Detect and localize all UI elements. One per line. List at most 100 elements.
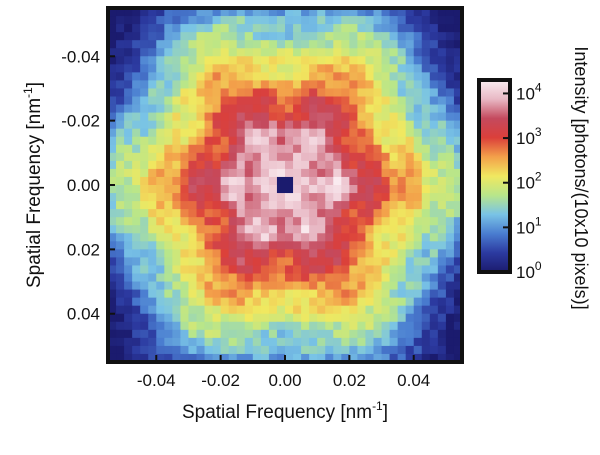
heatmap-cell: [349, 321, 359, 331]
heatmap-cell: [389, 345, 399, 355]
heatmap-cell: [212, 128, 222, 138]
heatmap-cell: [349, 176, 359, 186]
heatmap-cell: [156, 233, 165, 242]
heatmap-cell: [268, 321, 278, 331]
heatmap-cell: [357, 72, 367, 82]
heatmap-cell: [180, 297, 190, 307]
heatmap-cell: [309, 72, 318, 82]
heatmap-cell: [325, 32, 334, 41]
heatmap-cell: [164, 337, 173, 347]
heatmap-cell: [212, 144, 222, 154]
heatmap-cell: [244, 241, 254, 250]
heatmap-cell: [285, 265, 294, 275]
heatmap-cell: [309, 273, 318, 283]
heatmap-cell: [309, 313, 318, 323]
heatmap-cell: [301, 72, 310, 82]
heatmap-cell: [365, 337, 375, 347]
heatmap-cell: [196, 345, 206, 355]
heatmap-cell: [164, 217, 173, 226]
heatmap-cell: [341, 72, 350, 82]
heatmap-cell: [365, 112, 375, 122]
heatmap-cell: [325, 24, 334, 33]
heatmap-cell: [236, 225, 246, 234]
heatmap-cell: [140, 152, 149, 162]
heatmap-cell: [156, 289, 165, 299]
heatmap-cell: [365, 217, 375, 226]
heatmap-cell: [260, 257, 270, 267]
heatmap-cell: [413, 257, 423, 267]
heatmap-cell: [405, 120, 415, 130]
heatmap-cell: [156, 88, 165, 98]
heatmap-cell: [317, 120, 326, 130]
heatmap-cell: [453, 112, 462, 122]
heatmap-cell: [212, 32, 222, 41]
heatmap-cell: [172, 40, 182, 49]
heatmap-cell: [252, 225, 262, 234]
heatmap-cell: [373, 80, 383, 90]
heatmap-cell: [325, 128, 334, 138]
heatmap-cell: [196, 32, 206, 41]
heatmap-cell: [341, 80, 350, 90]
heatmap-cell: [228, 152, 238, 162]
heatmap-cell: [445, 72, 455, 82]
heatmap-cell: [116, 193, 125, 202]
heatmap-cell: [188, 120, 198, 130]
heatmap-cell: [164, 16, 173, 25]
heatmap-cell: [437, 233, 447, 242]
heatmap-cell: [445, 48, 455, 57]
heatmap-cell: [453, 329, 462, 339]
heatmap-cell: [333, 96, 342, 106]
heatmap-cell: [236, 241, 246, 250]
heatmap-cell: [268, 193, 278, 202]
heatmap-cell: [381, 289, 391, 299]
heatmap-cell: [132, 8, 141, 17]
heatmap-cell: [148, 96, 157, 106]
heatmap-cell: [252, 128, 262, 138]
heatmap-cell: [172, 72, 182, 82]
heatmap-cell: [108, 104, 117, 114]
heatmap-cell: [220, 241, 230, 250]
heatmap-cell: [268, 249, 278, 259]
heatmap-cell: [357, 321, 367, 331]
heatmap-cell: [228, 281, 238, 291]
heatmap-cell: [276, 8, 286, 17]
heatmap-cell: [220, 88, 230, 98]
heatmap-cell: [268, 176, 278, 186]
heatmap-cell: [373, 185, 383, 194]
heatmap-cell: [349, 24, 359, 33]
heatmap-cell: [389, 249, 399, 259]
heatmap-cell: [108, 233, 117, 242]
heatmap-cell: [140, 56, 149, 65]
heatmap-cell: [381, 176, 391, 186]
heatmap-cell: [437, 265, 447, 275]
heatmap-cell: [301, 241, 310, 250]
heatmap-cell: [108, 72, 117, 82]
heatmap-cell: [325, 265, 334, 275]
heatmap-cell: [236, 265, 246, 275]
heatmap-cell: [333, 48, 342, 57]
heatmap-cell: [276, 112, 286, 122]
heatmap-cell: [341, 32, 350, 41]
heatmap-cell: [228, 337, 238, 347]
heatmap-cell: [333, 24, 342, 33]
heatmap-cell: [116, 24, 125, 33]
heatmap-cell: [413, 289, 423, 299]
heatmap-cell: [228, 265, 238, 275]
heatmap-cell: [204, 345, 214, 355]
heatmap-cell: [325, 209, 334, 218]
heatmap-cell: [172, 32, 182, 41]
heatmap-cell: [204, 185, 214, 194]
heatmap-cell: [156, 217, 165, 226]
heatmap-cell: [124, 48, 133, 57]
heatmap-cell: [212, 96, 222, 106]
heatmap-cell: [236, 144, 246, 154]
heatmap-cell: [252, 112, 262, 122]
heatmap-cell: [397, 345, 407, 355]
heatmap-cell: [244, 128, 254, 138]
heatmap-cell: [276, 160, 286, 170]
heatmap-cell: [108, 32, 117, 41]
heatmap-cell: [293, 112, 302, 122]
heatmap-cell: [365, 16, 375, 25]
heatmap-cell: [421, 40, 431, 49]
heatmap-cell: [341, 120, 350, 130]
